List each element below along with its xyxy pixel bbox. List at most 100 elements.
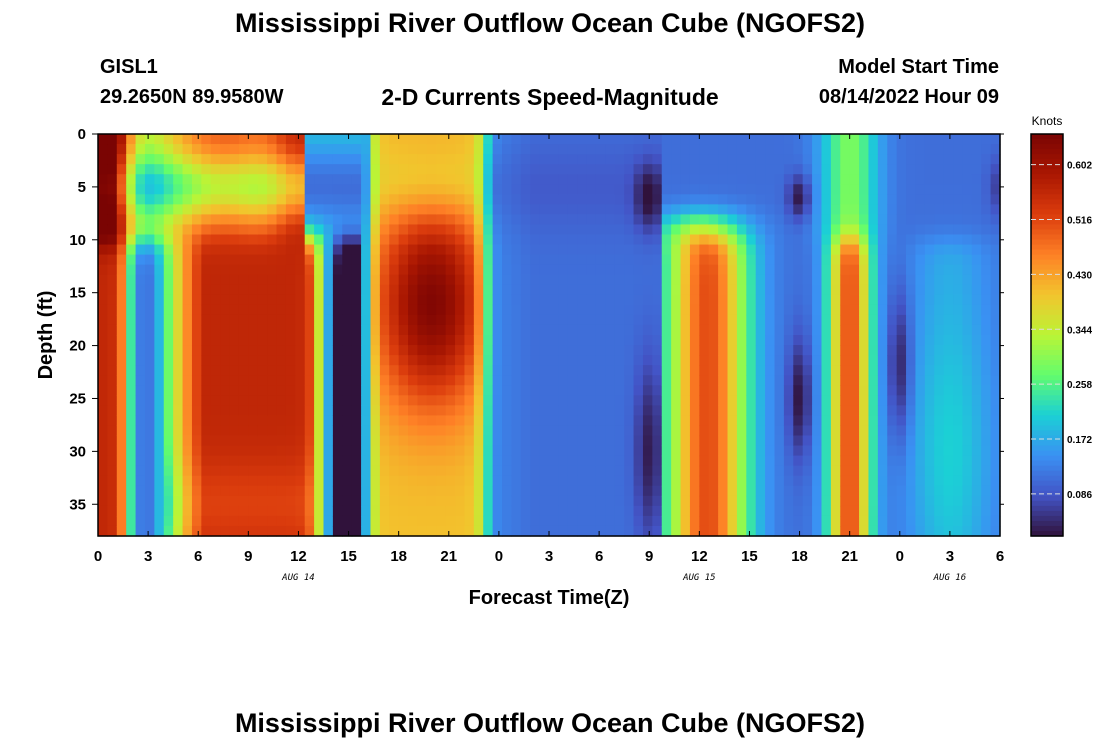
heatmap-cell [718, 345, 729, 356]
heatmap-cell [464, 405, 475, 416]
heatmap-cell [868, 455, 879, 467]
heatmap-cell [924, 294, 935, 306]
heatmap-cell [539, 284, 550, 296]
heatmap-cell [163, 455, 174, 467]
heatmap-cell [248, 475, 259, 487]
heatmap-cell [144, 525, 155, 537]
heatmap-cell [896, 174, 907, 185]
heatmap-cell [210, 274, 221, 286]
heatmap-cell [135, 214, 146, 226]
heatmap-cell [98, 485, 108, 497]
heatmap-cell [154, 475, 165, 487]
heatmap-cell [332, 224, 343, 236]
heatmap-cell [549, 455, 559, 467]
heatmap-cell [389, 134, 400, 145]
heatmap-cell [924, 335, 935, 346]
heatmap-cell [755, 445, 766, 457]
heatmap-cell [436, 144, 447, 155]
heatmap-cell [877, 375, 888, 386]
heatmap-cell [953, 525, 964, 537]
heatmap-cell [295, 345, 306, 356]
heatmap-cell [736, 304, 747, 316]
heatmap-cell [220, 495, 231, 507]
heatmap-cell [689, 485, 700, 497]
heatmap-cell [144, 234, 155, 246]
heatmap-cell [812, 174, 823, 185]
heatmap-cell [408, 515, 419, 527]
heatmap-cell [586, 485, 597, 497]
heatmap-cell [229, 475, 240, 487]
heatmap-cell [210, 134, 221, 145]
heatmap-cell [295, 525, 306, 537]
heatmap-cell [201, 385, 212, 396]
heatmap-cell [689, 405, 700, 416]
heatmap-cell [304, 375, 315, 386]
heatmap-cell [276, 214, 287, 226]
heatmap-cell [633, 164, 644, 175]
heatmap-cell [915, 304, 926, 316]
heatmap-cell [455, 234, 466, 246]
heatmap-cell [689, 254, 700, 266]
heatmap-cell [558, 284, 569, 296]
heatmap-cell [445, 174, 456, 185]
heatmap-cell [642, 515, 653, 527]
heatmap-cell [990, 164, 1001, 175]
heatmap-cell [370, 314, 381, 326]
heatmap-cell [502, 224, 513, 236]
heatmap-cell [915, 314, 926, 326]
heatmap-cell [990, 184, 1001, 195]
heatmap-cell [257, 304, 268, 316]
heatmap-cell [774, 405, 785, 416]
heatmap-cell [229, 234, 240, 246]
heatmap-cell [126, 174, 137, 185]
heatmap-cell [661, 184, 672, 195]
heatmap-cell [915, 324, 926, 336]
heatmap-cell [408, 395, 419, 406]
heatmap-cell [755, 314, 766, 326]
heatmap-cell [981, 154, 992, 165]
heatmap-cell [577, 184, 588, 195]
heatmap-cell [107, 154, 118, 165]
heatmap-cell [539, 515, 550, 527]
heatmap-cell [652, 214, 663, 226]
heatmap-cell [962, 415, 973, 427]
heatmap-cell [699, 355, 710, 366]
heatmap-cell [586, 164, 597, 175]
heatmap-cell [868, 144, 879, 155]
heatmap-cell [943, 264, 954, 276]
heatmap-cell [408, 345, 419, 356]
heatmap-cell [116, 314, 127, 326]
heatmap-cell [511, 194, 522, 205]
heatmap-cell [389, 304, 400, 316]
heatmap-cell [520, 294, 531, 306]
heatmap-cell [736, 164, 747, 175]
heatmap-cell [577, 405, 588, 416]
heatmap-cell [511, 445, 522, 457]
heatmap-cell [191, 485, 202, 497]
heatmap-cell [661, 204, 672, 215]
heatmap-cell [511, 505, 522, 517]
heatmap-cell [323, 355, 334, 366]
heatmap-cell [924, 214, 935, 226]
heatmap-cell [238, 435, 249, 447]
heatmap-cell [248, 505, 259, 517]
heatmap-cell [990, 274, 1001, 286]
heatmap-cell [98, 365, 108, 376]
heatmap-cell [295, 244, 306, 256]
heatmap-cell [887, 294, 898, 306]
heatmap-cell [614, 184, 625, 195]
heatmap-cell [718, 475, 729, 487]
heatmap-cell [699, 375, 710, 386]
heatmap-cell [652, 284, 663, 296]
heatmap-cell [774, 355, 785, 366]
heatmap-cell [238, 164, 249, 175]
heatmap-cell [614, 415, 625, 427]
heatmap-cell [116, 385, 127, 396]
heatmap-cell [680, 475, 691, 487]
heatmap-cell [408, 304, 419, 316]
heatmap-cell [408, 485, 419, 497]
heatmap-cell [765, 264, 776, 276]
heatmap-cell [295, 485, 306, 497]
heatmap-cell [539, 475, 550, 487]
heatmap-cell [953, 214, 964, 226]
